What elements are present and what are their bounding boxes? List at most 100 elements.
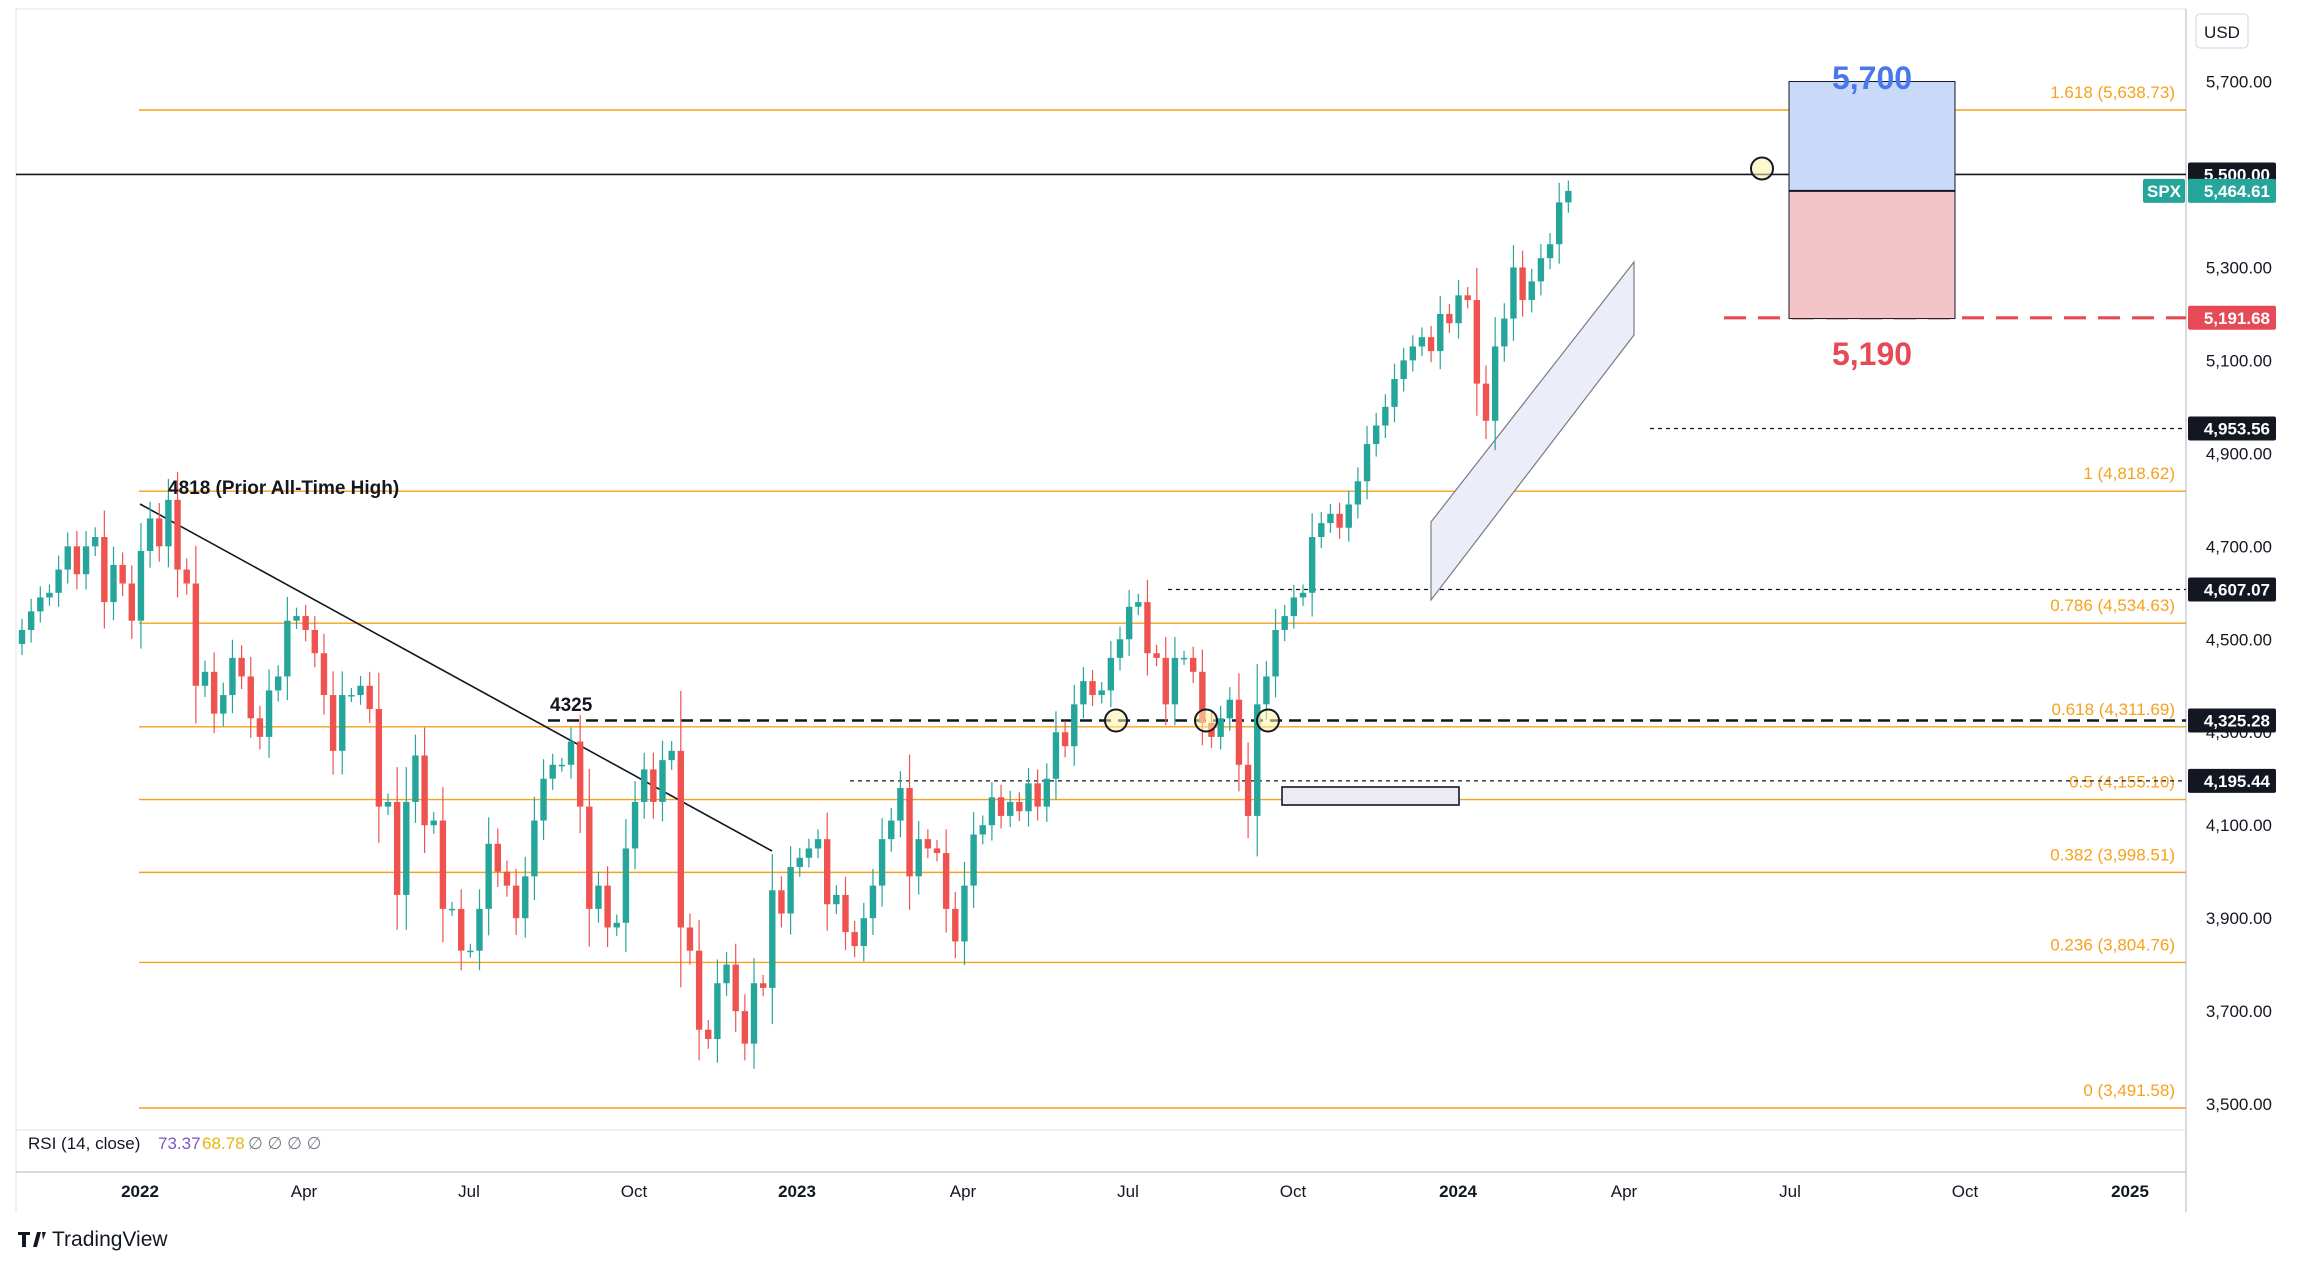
tradingview-logo[interactable]: TradingView	[18, 1228, 168, 1251]
currency-box[interactable]	[2195, 13, 2249, 49]
candle-body	[1373, 425, 1380, 445]
candle-body	[1125, 606, 1133, 640]
candle-body	[732, 964, 739, 1012]
candle-body	[128, 583, 135, 621]
candle-body	[778, 890, 785, 914]
candle-body	[741, 1011, 749, 1044]
candle-body	[952, 908, 959, 942]
time-axis[interactable]: 2022 Apr Jul Oct 2023 Apr Jul Oct 2024 Apr Jul Oct 2…	[121, 1182, 2149, 1201]
candle-body	[366, 685, 373, 710]
candle-body	[1180, 657, 1188, 660]
candle-body	[1153, 653, 1160, 658]
time-axis-label: Oct	[1952, 1182, 1979, 1201]
consolidation-box	[1281, 786, 1460, 806]
price-tag-label: 4,325.28	[2204, 711, 2270, 730]
candle-body	[430, 820, 437, 826]
candle-body	[1391, 378, 1398, 407]
price-axis-label: 4,900.00	[2206, 444, 2272, 463]
descending-trendline	[139, 503, 773, 852]
candle-body	[229, 657, 236, 696]
candle-body	[860, 918, 867, 947]
candle-body	[824, 839, 831, 905]
candle-body	[851, 932, 858, 947]
candle-body	[1299, 592, 1307, 598]
candle-body	[1116, 639, 1124, 658]
price-tag-label: 5,191.68	[2204, 309, 2270, 328]
candle-body	[1272, 629, 1279, 677]
candle-body	[256, 718, 264, 737]
fib-label: 1 (4,818.62)	[2083, 464, 2175, 483]
candle-body	[183, 569, 190, 584]
price-tag-label: 4,953.56	[2204, 419, 2270, 438]
candle-body	[1546, 244, 1554, 259]
candle-body	[174, 499, 181, 570]
rsi-value-primary: 73.37	[158, 1134, 201, 1153]
candle-body	[1519, 267, 1526, 300]
time-axis-label: Jul	[1779, 1182, 1801, 1201]
candle-body	[384, 801, 392, 807]
candle-body	[1565, 190, 1572, 203]
candle-body	[403, 801, 410, 895]
candle-body	[540, 778, 547, 821]
candle-body	[1464, 295, 1471, 300]
candle-body	[668, 750, 675, 761]
candle-body	[805, 848, 813, 858]
candle-body	[1281, 616, 1288, 630]
candle-body	[27, 611, 35, 630]
candle-body	[705, 1029, 712, 1040]
time-axis-label: Oct	[621, 1182, 648, 1201]
time-axis-label: Apr	[291, 1182, 318, 1201]
candle-body	[1473, 299, 1481, 384]
candle-body	[1418, 337, 1426, 347]
candle-body	[375, 709, 383, 807]
price-tag	[2188, 577, 2276, 602]
candle-body	[220, 695, 227, 714]
candle-body	[92, 537, 99, 547]
candle-body	[1171, 657, 1179, 705]
candle-body	[18, 629, 26, 644]
rsi-legend[interactable]: RSI (14, close) 73.37 68.78 ∅ ∅ ∅ ∅	[28, 1134, 321, 1153]
highlight-circle	[1750, 156, 1774, 181]
candle-body	[1226, 699, 1233, 719]
price-axis-label: 3,700.00	[2206, 1002, 2272, 1021]
candle-body	[769, 890, 776, 988]
candle-body	[1491, 346, 1499, 421]
candle-body	[119, 564, 126, 584]
candles	[18, 180, 1572, 1069]
candle-body	[988, 797, 996, 826]
candle-body	[997, 797, 1005, 816]
candle-body	[1080, 681, 1087, 705]
candle-body	[393, 801, 401, 895]
symbol-tag-label: SPX	[2147, 182, 2182, 201]
symbol-tag	[2143, 178, 2185, 203]
candle-body	[1556, 202, 1563, 245]
fib-label: 0.786 (4,534.63)	[2050, 596, 2175, 615]
candle-body	[247, 676, 254, 719]
candle-body	[1336, 513, 1343, 528]
candle-body	[485, 843, 492, 909]
candle-body	[339, 695, 346, 751]
candle-body	[210, 671, 218, 714]
candle-body	[1135, 602, 1142, 607]
candle-body	[1263, 676, 1270, 705]
candle-body	[1244, 764, 1252, 816]
candle-body	[677, 750, 684, 928]
candle-body	[1455, 295, 1462, 324]
price-axis-label: 4,500.00	[2206, 630, 2272, 649]
time-axis-label: 2023	[778, 1182, 816, 1201]
candle-body	[110, 564, 117, 603]
candle-body	[1162, 657, 1169, 705]
candle-body	[631, 801, 639, 849]
candle-body	[1501, 318, 1508, 347]
candle-body	[595, 885, 602, 909]
candle-body	[878, 839, 886, 886]
candle-body	[522, 876, 529, 919]
time-axis-label: Jul	[1117, 1182, 1139, 1201]
candle-body	[933, 848, 941, 854]
price-axis-label: 3,900.00	[2206, 909, 2272, 928]
time-axis-label: Oct	[1280, 1182, 1307, 1201]
candle-body	[979, 825, 986, 835]
price-tag	[2188, 178, 2276, 203]
price-axis-label: 4,100.00	[2206, 816, 2272, 835]
